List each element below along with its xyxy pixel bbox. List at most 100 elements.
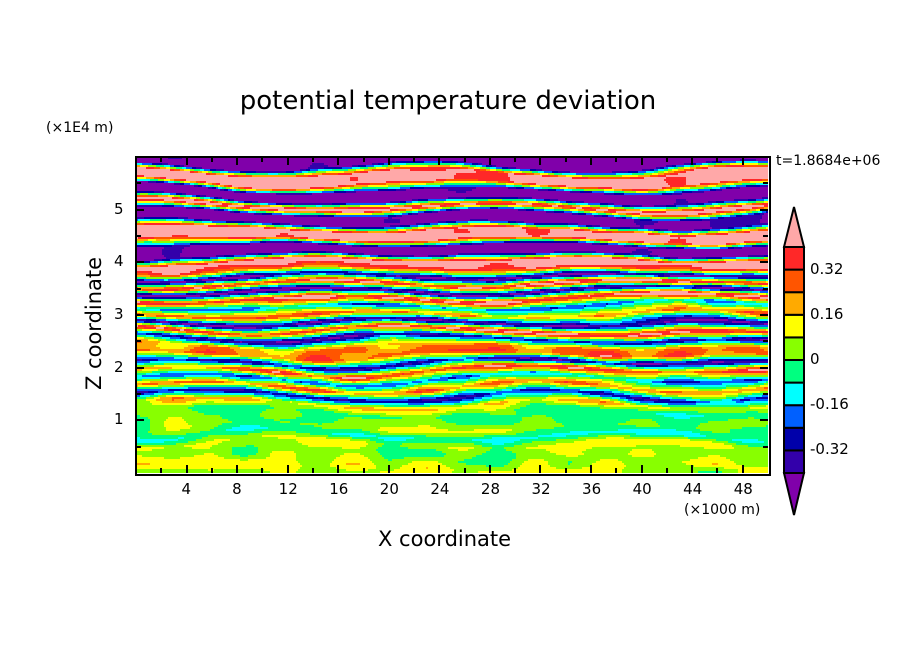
y-tick-label: 1 <box>114 410 124 429</box>
x-tick <box>185 465 188 473</box>
colorbar-label: 0 <box>810 350 820 368</box>
x-tick <box>387 157 390 165</box>
x-tick <box>615 468 618 473</box>
colorbar-box <box>783 268 805 294</box>
colorbar-label: 0.32 <box>810 259 844 278</box>
x-tick <box>286 157 289 165</box>
x-tick <box>337 157 340 165</box>
x-tick-label: 32 <box>531 480 551 498</box>
x-tick <box>463 157 466 162</box>
y-tick <box>136 182 141 185</box>
x-tick-label: 40 <box>632 480 652 498</box>
x-tick-label: 16 <box>329 480 349 498</box>
y-tick <box>760 261 768 264</box>
colorbar-box <box>783 404 805 429</box>
colorbar-box <box>783 313 805 339</box>
colorbar-label: -0.16 <box>810 395 849 414</box>
x-tick <box>564 157 567 162</box>
x-tick <box>463 468 466 473</box>
colorbar-box <box>783 336 805 361</box>
y-tick <box>136 366 144 369</box>
x-tick <box>438 157 441 165</box>
plot-frame <box>135 156 771 476</box>
colorbar-label: -0.32 <box>810 440 849 459</box>
colorbar <box>782 206 806 516</box>
y-tick <box>763 445 768 448</box>
x-tick <box>615 157 618 162</box>
y-tick <box>136 261 144 264</box>
x-tick <box>261 468 264 473</box>
y-tick <box>760 366 768 369</box>
y-tick <box>763 393 768 395</box>
x-tick <box>539 465 542 473</box>
x-tick-label: 20 <box>379 480 399 498</box>
x-tick <box>691 465 694 473</box>
x-axis-label: X coordinate <box>378 527 512 551</box>
x-tick <box>590 465 593 473</box>
x-tick <box>311 157 314 162</box>
y-tick-label: 3 <box>114 305 124 323</box>
x-tick-label: 12 <box>278 480 298 498</box>
x-tick-label: 8 <box>232 480 242 498</box>
x-tick <box>590 157 593 165</box>
x-tick <box>438 465 441 473</box>
y-tick <box>763 235 768 237</box>
x-tick <box>185 157 188 165</box>
x-tick <box>362 468 365 473</box>
y-axis-unit: (×1E4 m) <box>46 120 114 136</box>
x-tick <box>514 468 517 473</box>
y-tick <box>760 419 768 422</box>
x-tick-label: 28 <box>480 480 500 498</box>
colorbar-bottom-triangle <box>782 472 806 516</box>
x-tick <box>286 465 289 473</box>
x-axis-unit: (×1000 m) <box>684 502 761 518</box>
colorbar-box <box>783 359 805 384</box>
contour-field <box>136 157 768 473</box>
x-tick <box>716 157 719 162</box>
x-tick <box>236 157 239 165</box>
y-tick-label: 5 <box>114 199 124 218</box>
y-tick <box>760 314 768 316</box>
x-tick <box>160 157 163 162</box>
x-tick <box>564 468 567 473</box>
y-tick-label: 4 <box>114 252 124 271</box>
chart-title: potential temperature deviation <box>239 86 657 116</box>
x-tick <box>539 157 542 165</box>
x-tick <box>514 157 517 162</box>
colorbar-box <box>783 246 805 271</box>
time-label: t=1.8684e+06 <box>776 153 881 169</box>
x-tick <box>413 468 416 473</box>
x-tick <box>741 465 744 473</box>
y-tick <box>763 340 768 343</box>
x-tick <box>640 157 643 165</box>
y-tick <box>136 208 144 211</box>
x-tick-label: 4 <box>181 480 192 498</box>
x-tick-label: 48 <box>733 480 753 498</box>
y-tick <box>763 287 768 290</box>
colorbar-box <box>783 426 805 452</box>
x-tick <box>261 157 264 162</box>
x-tick <box>311 468 314 473</box>
x-tick <box>716 468 719 473</box>
x-tick <box>362 157 365 162</box>
y-tick <box>136 314 144 316</box>
colorbar-top-triangle <box>782 206 806 248</box>
x-tick <box>488 465 491 473</box>
y-tick <box>136 287 141 290</box>
y-tick <box>136 445 141 448</box>
y-tick <box>136 340 141 343</box>
x-tick <box>741 157 744 165</box>
y-tick <box>136 419 144 422</box>
colorbar-box <box>783 291 805 316</box>
y-tick <box>763 182 768 185</box>
x-tick <box>236 465 239 473</box>
x-tick <box>413 157 416 162</box>
x-tick <box>488 157 491 165</box>
colorbar-label: 0.16 <box>810 304 844 323</box>
x-tick <box>160 468 163 473</box>
x-tick-label: 36 <box>582 480 602 498</box>
x-tick <box>210 157 213 162</box>
x-tick <box>387 465 390 473</box>
y-tick-label: 2 <box>114 357 124 376</box>
